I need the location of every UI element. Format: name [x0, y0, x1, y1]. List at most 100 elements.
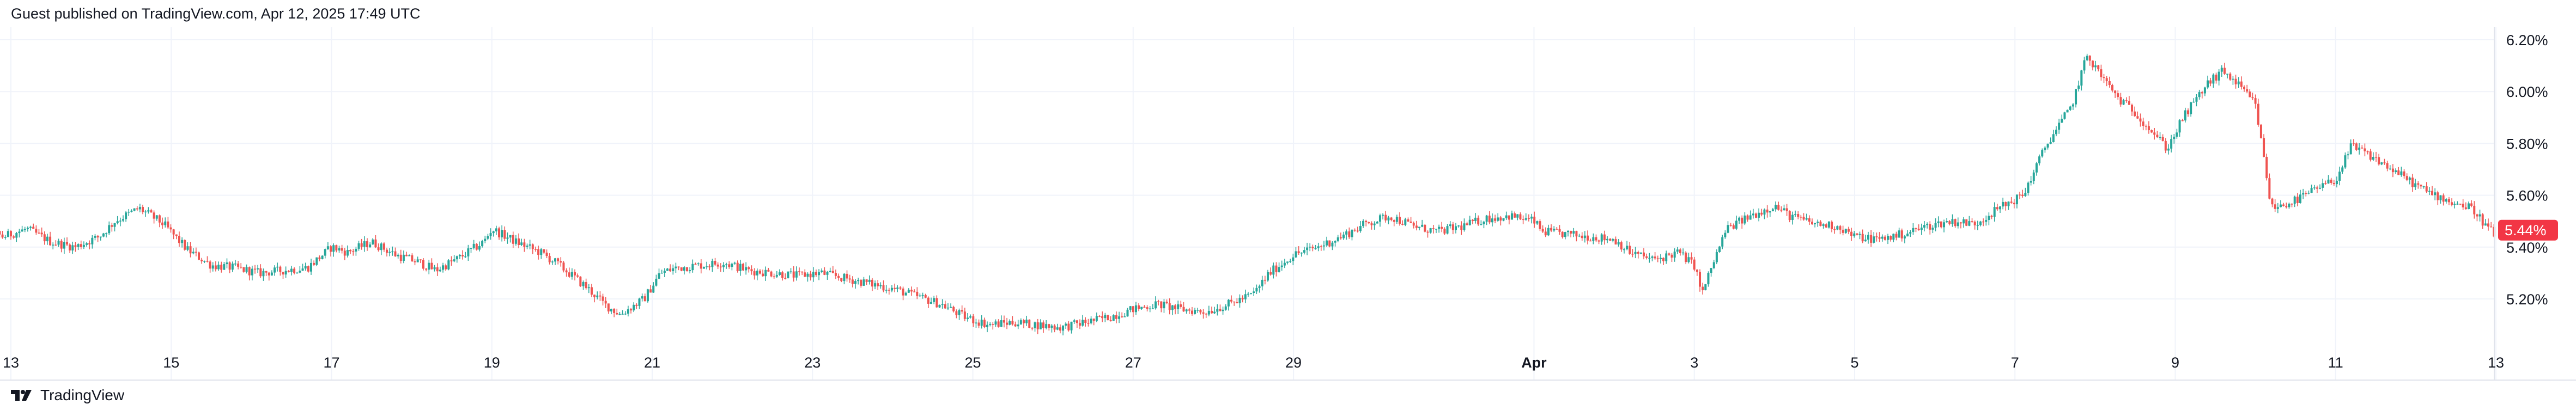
candle-body: [1931, 228, 1934, 230]
candle-body: [1090, 319, 1092, 323]
candle-body: [1382, 215, 1384, 216]
candle-body: [812, 272, 815, 278]
candle-body: [2019, 194, 2021, 195]
candle-body: [944, 304, 946, 309]
candle-body: [2215, 75, 2217, 81]
candle-body: [1811, 222, 1813, 224]
candle-body: [428, 262, 430, 270]
candle-body: [570, 272, 573, 277]
candle-body: [885, 290, 888, 291]
candle-body: [1934, 223, 1937, 228]
candle-body: [80, 244, 82, 247]
candle-body: [994, 321, 997, 325]
candle-body: [1171, 305, 1174, 310]
candle-body: [287, 271, 290, 272]
candle-body: [1491, 218, 1493, 223]
candle-body: [18, 231, 21, 234]
candle-body: [1468, 219, 1471, 225]
candle-body: [1421, 224, 1424, 227]
candle-body: [2403, 171, 2405, 176]
candle-body: [894, 287, 896, 289]
candle-body: [69, 244, 71, 250]
candle-body: [1853, 233, 1856, 236]
candle-body: [1516, 214, 1519, 218]
candle-body: [643, 296, 646, 302]
candle-body: [71, 245, 74, 250]
candle-body: [1230, 299, 1233, 302]
candle-body: [1665, 253, 1668, 261]
candle-body: [1788, 211, 1791, 221]
candle-body: [1946, 221, 1948, 223]
candle-body: [1676, 249, 1679, 252]
candle-body: [1107, 315, 1109, 321]
candle-body: [1940, 221, 1942, 228]
candle-body: [2105, 78, 2108, 81]
candle-body: [2234, 78, 2237, 84]
candle-body: [2274, 204, 2276, 209]
candle-body: [848, 278, 851, 280]
candle-body: [1196, 310, 1199, 311]
candle-body: [686, 267, 689, 272]
candle-body: [1457, 225, 1460, 227]
candle-body: [2268, 178, 2271, 199]
candle-body: [2083, 60, 2086, 71]
candle-body: [1959, 222, 1962, 224]
candle-body: [108, 225, 111, 234]
candle-body: [217, 265, 220, 270]
candle-body: [268, 272, 270, 276]
candle-body: [1634, 252, 1637, 254]
candles: [0, 53, 2495, 335]
candle-body: [332, 245, 335, 252]
candle-body: [658, 273, 660, 279]
candle-body: [1805, 218, 1808, 220]
candle-body: [1126, 309, 1129, 317]
candle-body: [1729, 225, 1732, 226]
candle-body: [2052, 134, 2055, 142]
candle-body: [1881, 236, 1884, 239]
candle-body: [1222, 309, 1224, 311]
candle-body: [2203, 87, 2206, 94]
candle-body: [1965, 219, 1968, 226]
candle-body: [1612, 239, 1614, 241]
candle-body: [1497, 217, 1499, 221]
candle-body: [57, 241, 60, 245]
candle-body: [1356, 230, 1359, 232]
candle-body: [2103, 77, 2105, 78]
candle-body: [1188, 309, 1190, 311]
candle-body: [167, 221, 169, 228]
candle-body: [1266, 272, 1269, 281]
candle-body: [495, 228, 497, 231]
y-tick-label: 6.20%: [2506, 32, 2548, 48]
tradingview-logo[interactable]: TradingView: [11, 387, 124, 404]
candle-body: [551, 261, 554, 262]
candle-body: [21, 229, 23, 232]
candle-body: [913, 291, 916, 292]
tradingview-logo-icon: [11, 390, 32, 401]
candle-body: [1575, 231, 1578, 237]
candle-body: [582, 282, 585, 286]
candle-body: [1929, 224, 1931, 230]
candle-body: [1609, 238, 1612, 241]
candle-body: [223, 264, 226, 270]
candle-body: [910, 290, 913, 292]
candle-body: [2061, 119, 2063, 123]
candle-body: [2259, 125, 2262, 138]
candle-body: [731, 264, 733, 267]
candle-body: [1053, 325, 1056, 330]
candle-body: [161, 222, 164, 225]
candle-body: [2044, 148, 2046, 150]
candle-body: [2355, 143, 2358, 150]
candle-body: [1275, 265, 1278, 272]
candle-body: [2086, 56, 2088, 60]
candle-body: [394, 251, 397, 256]
candle-body: [537, 249, 540, 255]
candle-body: [1328, 240, 1331, 247]
y-tick-label: 5.20%: [2506, 291, 2548, 308]
candle-body: [1451, 224, 1454, 230]
candle-body: [574, 272, 576, 276]
candle-body: [309, 262, 312, 272]
candle-body: [475, 243, 478, 250]
candle-body: [762, 273, 764, 277]
candle-body: [1199, 310, 1202, 313]
